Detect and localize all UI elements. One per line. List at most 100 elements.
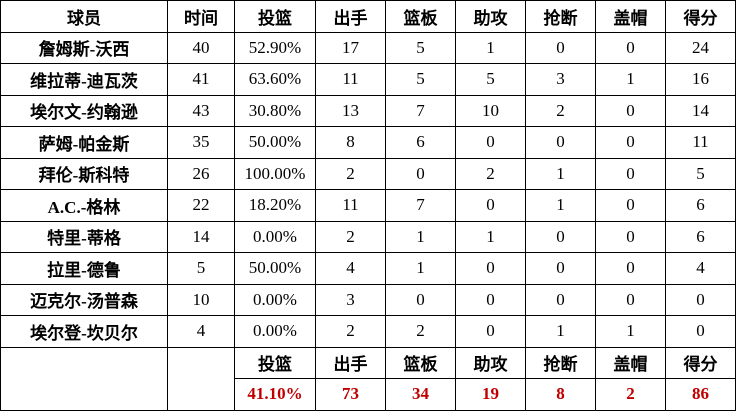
header-row: 球员 时间 投篮 出手 篮板 助攻 抢断 盖帽 得分 xyxy=(0,0,736,33)
table-row: 萨姆-帕金斯 35 50.00% 8 6 0 0 0 11 xyxy=(0,126,736,159)
cell-player: 拜伦-斯科特 xyxy=(0,157,168,190)
cell-rebounds: 5 xyxy=(385,63,456,96)
header-minutes: 时间 xyxy=(167,0,235,33)
cell-blocks: 0 xyxy=(595,252,666,285)
cell-player: 詹姆斯-沃西 xyxy=(0,31,168,64)
cell-fg-pct: 63.60% xyxy=(234,63,316,96)
cell-blocks: 0 xyxy=(595,94,666,127)
cell-player: 埃尔登-坎贝尔 xyxy=(0,315,168,348)
header-player: 球员 xyxy=(0,0,168,33)
cell-blocks: 0 xyxy=(595,157,666,190)
cell-rebounds: 1 xyxy=(385,252,456,285)
cell-assists: 0 xyxy=(455,126,526,159)
cell-fga: 3 xyxy=(315,283,386,316)
summary-header-fga: 出手 xyxy=(315,346,386,379)
cell-points: 11 xyxy=(665,126,736,159)
table-row: 埃尔登-坎贝尔 4 0.00% 2 2 0 1 1 0 xyxy=(0,315,736,348)
total-rebounds: 34 xyxy=(385,378,456,411)
summary-header-blocks: 盖帽 xyxy=(595,346,666,379)
table-row: 维拉蒂-迪瓦茨 41 63.60% 11 5 5 3 1 16 xyxy=(0,63,736,96)
cell-steals: 1 xyxy=(525,315,596,348)
cell-points: 24 xyxy=(665,31,736,64)
cell-steals: 0 xyxy=(525,220,596,253)
cell-fga: 8 xyxy=(315,126,386,159)
cell-player: 萨姆-帕金斯 xyxy=(0,126,168,159)
cell-rebounds: 0 xyxy=(385,283,456,316)
cell-fg-pct: 52.90% xyxy=(234,31,316,64)
total-points: 86 xyxy=(665,378,736,411)
cell-minutes: 35 xyxy=(167,126,235,159)
cell-blocks: 1 xyxy=(595,315,666,348)
cell-steals: 0 xyxy=(525,126,596,159)
cell-fga: 2 xyxy=(315,315,386,348)
cell-rebounds: 5 xyxy=(385,31,456,64)
cell-minutes: 10 xyxy=(167,283,235,316)
total-fga: 73 xyxy=(315,378,386,411)
cell-assists: 10 xyxy=(455,94,526,127)
cell-steals: 0 xyxy=(525,252,596,285)
header-points: 得分 xyxy=(665,0,736,33)
cell-points: 14 xyxy=(665,94,736,127)
cell-assists: 0 xyxy=(455,315,526,348)
cell-player: 特里-蒂格 xyxy=(0,220,168,253)
cell-blocks: 0 xyxy=(595,189,666,222)
header-fga: 出手 xyxy=(315,0,386,33)
cell-minutes: 14 xyxy=(167,220,235,253)
total-assists: 19 xyxy=(455,378,526,411)
cell-player: 埃尔文-约翰逊 xyxy=(0,94,168,127)
cell-fg-pct: 0.00% xyxy=(234,315,316,348)
cell-steals: 2 xyxy=(525,94,596,127)
cell-rebounds: 7 xyxy=(385,189,456,222)
cell-minutes: 41 xyxy=(167,63,235,96)
cell-player: 迈克尔-汤普森 xyxy=(0,283,168,316)
total-fg-pct: 41.10% xyxy=(234,378,316,411)
header-rebounds: 篮板 xyxy=(385,0,456,33)
cell-fga: 11 xyxy=(315,189,386,222)
cell-points: 6 xyxy=(665,189,736,222)
summary-header-rebounds: 篮板 xyxy=(385,346,456,379)
cell-points: 5 xyxy=(665,157,736,190)
blank-cell xyxy=(0,346,168,411)
cell-fga: 4 xyxy=(315,252,386,285)
cell-assists: 1 xyxy=(455,220,526,253)
cell-fga: 17 xyxy=(315,31,386,64)
cell-points: 0 xyxy=(665,315,736,348)
header-fg-pct: 投篮 xyxy=(234,0,316,33)
table-row: 詹姆斯-沃西 40 52.90% 17 5 1 0 0 24 xyxy=(0,31,736,64)
cell-fg-pct: 0.00% xyxy=(234,220,316,253)
cell-blocks: 0 xyxy=(595,283,666,316)
cell-assists: 0 xyxy=(455,283,526,316)
table-row: 特里-蒂格 14 0.00% 2 1 1 0 0 6 xyxy=(0,220,736,253)
cell-assists: 1 xyxy=(455,31,526,64)
summary-header-assists: 助攻 xyxy=(455,346,526,379)
cell-assists: 0 xyxy=(455,189,526,222)
cell-fg-pct: 0.00% xyxy=(234,283,316,316)
header-assists: 助攻 xyxy=(455,0,526,33)
cell-steals: 0 xyxy=(525,283,596,316)
summary-header-fg-pct: 投篮 xyxy=(234,346,316,379)
cell-minutes: 26 xyxy=(167,157,235,190)
cell-fg-pct: 30.80% xyxy=(234,94,316,127)
cell-rebounds: 2 xyxy=(385,315,456,348)
cell-minutes: 22 xyxy=(167,189,235,222)
total-blocks: 2 xyxy=(595,378,666,411)
cell-player: 拉里-德鲁 xyxy=(0,252,168,285)
table-row: 迈克尔-汤普森 10 0.00% 3 0 0 0 0 0 xyxy=(0,283,736,316)
header-blocks: 盖帽 xyxy=(595,0,666,33)
summary-header-points: 得分 xyxy=(665,346,736,379)
cell-blocks: 0 xyxy=(595,220,666,253)
cell-fg-pct: 100.00% xyxy=(234,157,316,190)
cell-rebounds: 0 xyxy=(385,157,456,190)
summary-header-row: 投篮 出手 篮板 助攻 抢断 盖帽 得分 xyxy=(0,346,736,411)
blank-cell xyxy=(167,346,235,411)
cell-rebounds: 7 xyxy=(385,94,456,127)
cell-assists: 2 xyxy=(455,157,526,190)
table-row: 埃尔文-约翰逊 43 30.80% 13 7 10 2 0 14 xyxy=(0,94,736,127)
cell-fga: 13 xyxy=(315,94,386,127)
cell-minutes: 43 xyxy=(167,94,235,127)
cell-steals: 1 xyxy=(525,157,596,190)
table-row: A.C.-格林 22 18.20% 11 7 0 1 0 6 xyxy=(0,189,736,222)
cell-fga: 2 xyxy=(315,157,386,190)
cell-minutes: 40 xyxy=(167,31,235,64)
table-row: 拉里-德鲁 5 50.00% 4 1 0 0 0 4 xyxy=(0,252,736,285)
